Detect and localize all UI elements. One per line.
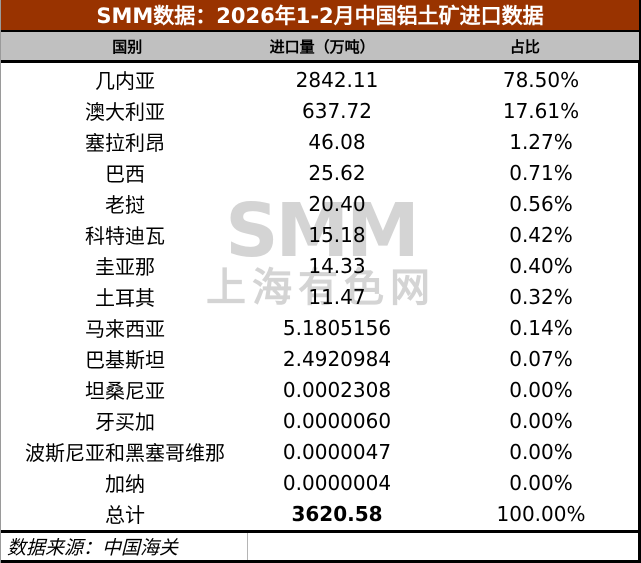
table-row: 科特迪瓦 15.18 0.42% [1,219,639,250]
table-row: 老挝 20.40 0.56% [1,188,639,219]
cell-quantity: 11.47 [308,284,366,309]
table-row: 塞拉利昂 46.08 1.27% [1,126,639,157]
cell-share: 1.27% [509,129,573,154]
cell-quantity: 2842.11 [295,67,379,92]
total-label: 总计 [105,503,145,527]
table-row: 巴西 25.62 0.71% [1,157,639,188]
cell-quantity: 0.0000004 [282,470,392,495]
cell-country: 圭亚那 [95,255,155,279]
table-title: SMM数据：2026年1-2月中国铝土矿进口数据 [1,0,639,32]
cell-country: 波斯尼亚和黑塞哥维那 [25,441,225,465]
cell-share: 0.00% [509,377,573,402]
cell-quantity: 46.08 [308,129,366,154]
cell-share: 0.71% [509,160,573,185]
cell-quantity: 14.33 [308,253,366,278]
table-row: 牙买加 0.0000060 0.00% [1,405,639,436]
total-quantity: 3620.58 [291,501,383,526]
table-header-row: 国别 进口量（万吨） 占比 [1,32,639,63]
cell-country: 澳大利亚 [85,100,165,124]
header-share: 占比 [509,37,540,56]
cell-country: 马来西亚 [85,317,165,341]
cell-quantity: 637.72 [302,98,372,123]
cell-country: 坦桑尼亚 [85,379,165,403]
cell-country: 加纳 [105,472,145,496]
cell-country: 科特迪瓦 [85,224,165,248]
table-footer: 数据来源：中国海关 [1,530,639,563]
table-row: 圭亚那 14.33 0.40% [1,250,639,281]
cell-share: 0.40% [509,253,573,278]
table-row: 土耳其 11.47 0.32% [1,281,639,312]
cell-share: 0.56% [509,191,573,216]
cell-quantity: 25.62 [308,160,366,185]
cell-quantity: 0.0000047 [282,439,392,464]
cell-share: 0.42% [509,222,573,247]
data-source-note: 数据来源：中国海关 [1,533,248,560]
cell-country: 老挝 [105,193,145,217]
table-total-row: 总计 3620.58 100.00% [1,498,639,529]
cell-share: 0.14% [509,315,573,340]
table-row: 波斯尼亚和黑塞哥维那 0.0000047 0.00% [1,436,639,467]
cell-share: 0.32% [509,284,573,309]
header-country: 国别 [112,37,143,56]
cell-quantity: 5.1805156 [282,315,392,340]
cell-share: 78.50% [502,67,580,92]
table-row: 坦桑尼亚 0.0002308 0.00% [1,374,639,405]
header-quantity: 进口量（万吨） [269,37,375,56]
table-row: 澳大利亚 637.72 17.61% [1,95,639,126]
cell-quantity: 15.18 [308,222,366,247]
cell-country: 牙买加 [95,410,155,434]
cell-quantity: 0.0000060 [282,408,392,433]
table-row: 几内亚 2842.11 78.50% [1,64,639,95]
table-body: 几内亚 2842.11 78.50% 澳大利亚 637.72 17.61% 塞拉… [1,64,639,529]
cell-quantity: 2.4920984 [282,346,392,371]
table-row: 加纳 0.0000004 0.00% [1,467,639,498]
cell-share: 0.07% [509,346,573,371]
cell-share: 0.00% [509,439,573,464]
cell-share: 0.00% [509,408,573,433]
cell-quantity: 0.0002308 [282,377,392,402]
cell-country: 巴西 [105,162,145,186]
cell-country: 巴基斯坦 [85,348,165,372]
total-share: 100.00% [496,501,586,526]
cell-country: 塞拉利昂 [85,131,165,155]
cell-quantity: 20.40 [308,191,366,216]
table-row: 马来西亚 5.1805156 0.14% [1,312,639,343]
table-row: 巴基斯坦 2.4920984 0.07% [1,343,639,374]
cell-country: 土耳其 [95,286,155,310]
cell-country: 几内亚 [95,69,155,93]
cell-share: 0.00% [509,470,573,495]
cell-share: 17.61% [502,98,580,123]
